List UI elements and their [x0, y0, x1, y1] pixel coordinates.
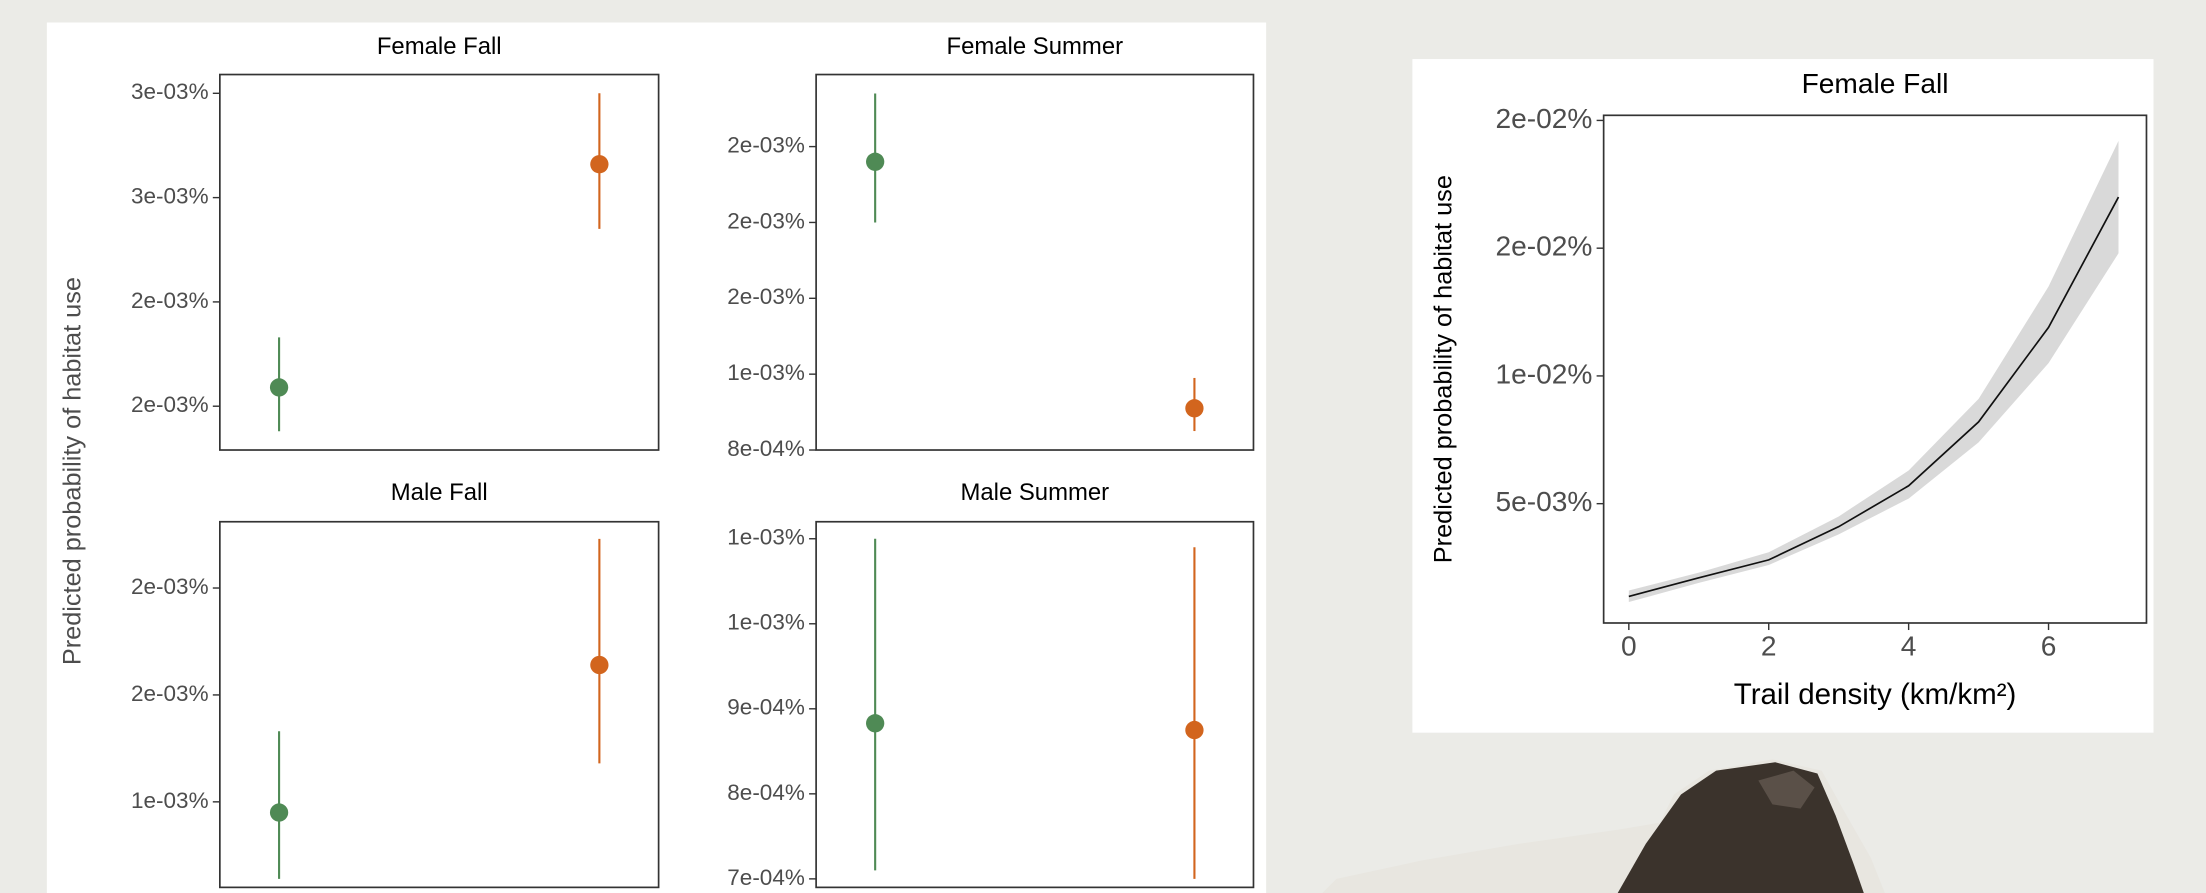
left-panel [47, 23, 1266, 893]
panel-title: Female Fall [377, 33, 502, 60]
y-tick-label: 7e-04% [727, 865, 805, 890]
x-tick-label: 0 [1621, 631, 1637, 662]
y-tick-label: 1e-03% [727, 525, 805, 550]
y-tick-label: 8e-04% [727, 436, 805, 461]
bear-photo [1322, 759, 1885, 893]
point [1185, 399, 1203, 417]
y-tick-label: 1e-03% [131, 788, 209, 813]
x-axis-label: Trail density (km/km²) [1734, 678, 2017, 711]
y-tick-label: 2e-03% [131, 288, 209, 313]
chart-title: Female Fall [1802, 68, 1949, 99]
y-tick-label: 1e-02% [1496, 358, 1593, 389]
point [590, 656, 608, 674]
y-tick-label: 2e-02% [1496, 103, 1593, 134]
point [590, 155, 608, 173]
panel-title: Female Summer [947, 33, 1124, 60]
y-tick-label: 2e-03% [131, 574, 209, 599]
panel-title: Male Summer [960, 479, 1109, 506]
y-tick-label: 2e-03% [727, 284, 805, 309]
x-tick-label: 4 [1901, 631, 1917, 662]
y-tick-label: 5e-03% [1496, 486, 1593, 517]
point [866, 153, 884, 171]
panel-title: Male Fall [391, 479, 488, 506]
point [866, 714, 884, 732]
point [270, 803, 288, 821]
y-tick-label: 1e-03% [727, 360, 805, 385]
point [270, 378, 288, 396]
y-tick-label: 2e-03% [727, 133, 805, 158]
x-tick-label: 6 [2041, 631, 2057, 662]
y-tick-label: 3e-03% [131, 79, 209, 104]
y-tick-label: 8e-04% [727, 780, 805, 805]
y-tick-label: 9e-04% [727, 695, 805, 720]
y-tick-label: 3e-03% [131, 184, 209, 209]
y-axis-label: Predicted probability of habitat use [58, 277, 86, 665]
y-tick-label: 2e-02% [1496, 231, 1593, 262]
slide: Predicted probability of habitat use Fem… [0, 0, 2206, 893]
point [1185, 721, 1203, 739]
y-tick-label: 2e-03% [727, 208, 805, 233]
x-tick-label: 2 [1761, 631, 1777, 662]
y-axis-label: Predicted probability of habitat use [1429, 175, 1457, 563]
y-tick-label: 2e-03% [131, 681, 209, 706]
y-tick-label: 2e-03% [131, 392, 209, 417]
y-tick-label: 1e-03% [727, 610, 805, 635]
